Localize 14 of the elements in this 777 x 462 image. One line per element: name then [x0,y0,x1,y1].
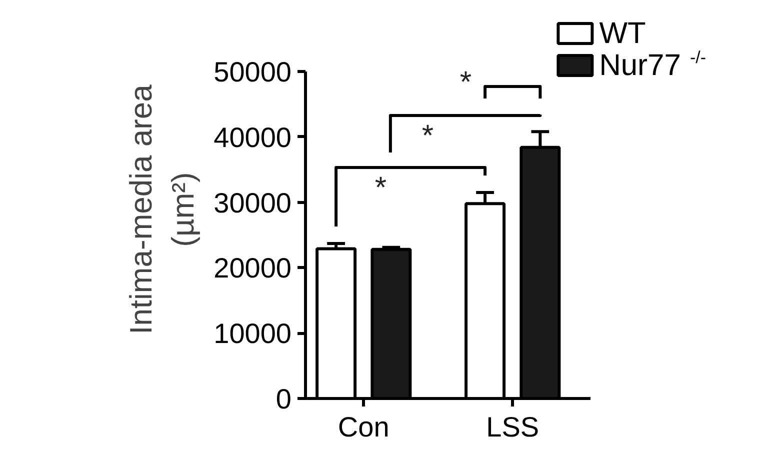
x-tick-label: LSS [486,412,540,442]
y-tick-label: 0 [276,384,292,414]
y-tick-label: 40000 [214,122,292,153]
legend-label: Nur77-/- [599,48,706,82]
annotation: * [374,171,387,204]
annotation: * [460,66,472,99]
y-tick-label: 20000 [214,252,292,284]
y-tick-label: 10000 [214,318,292,350]
legend-label: WT [599,17,646,50]
x-tick-label: Con [338,412,390,442]
y-tick-label: 30000 [214,187,292,218]
annotation: * [422,119,434,152]
y-axis-title: Intima-media area (µm²) [124,84,201,334]
y-tick-label: 50000 [214,56,292,88]
